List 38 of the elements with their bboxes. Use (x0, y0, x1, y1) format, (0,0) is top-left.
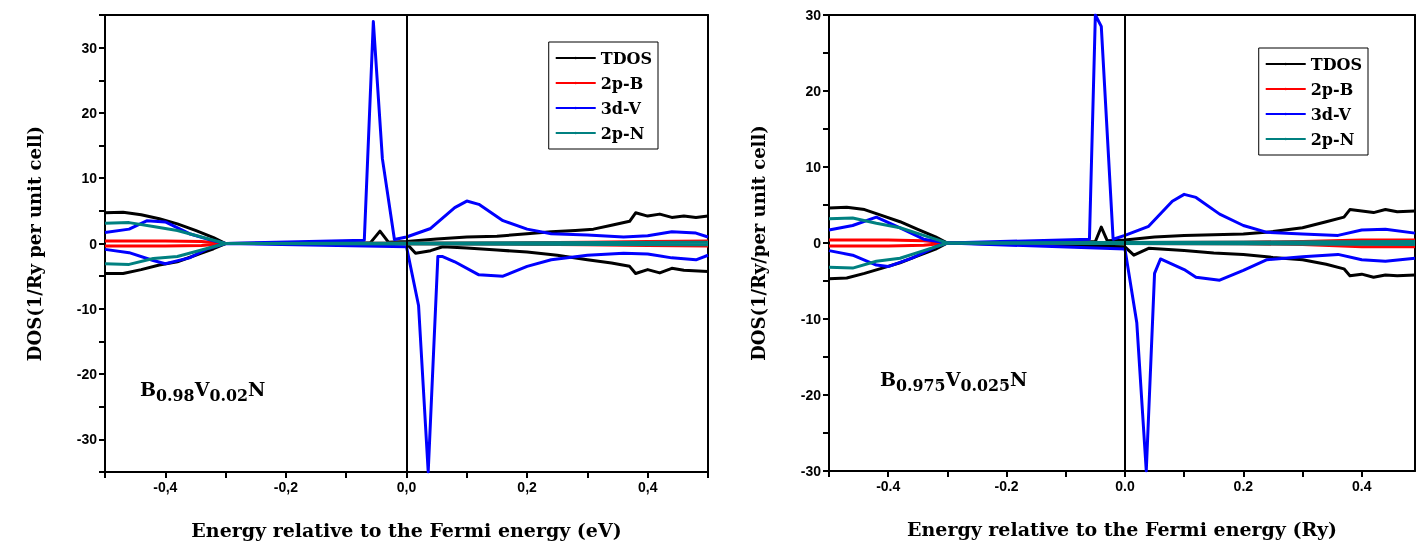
x-tick-label: -0.4 (876, 478, 901, 494)
x-tick-label: 0.0 (1115, 478, 1135, 494)
y-tick-label: 0 (89, 235, 98, 252)
x-axis-title: Energy relative to the Fermi energy (eV) (191, 518, 622, 541)
legend-label: 2p-N (600, 123, 645, 143)
legend-label: 2p-N (1310, 129, 1355, 149)
legend-label: TDOS (1310, 54, 1363, 74)
x-tick-label: 0,0 (396, 479, 417, 495)
x-tick-label: 0.4 (1351, 478, 1372, 494)
y-axis-title: DOS(1/Ry/per unit cell) (747, 125, 769, 361)
annotation: B$_{0.975}$V$_{0.025}$N (880, 368, 1028, 395)
y-tick-label: 0 (813, 235, 822, 251)
y-tick-label: 10 (805, 159, 822, 175)
y-tick-label: 30 (805, 7, 822, 23)
y-tick-label: -30 (800, 463, 822, 479)
legend-label: 3d-V (1310, 104, 1352, 124)
x-axis-title: Energy relative to the Fermi energy (Ry) (907, 517, 1337, 540)
y-tick-label: -20 (76, 366, 98, 383)
x-tick-label: 0.2 (1233, 478, 1254, 494)
x-tick-label: -0,4 (153, 479, 178, 495)
y-tick-label: 20 (81, 104, 98, 121)
annotation: B$_{0.98}$V$_{0.02}$N (140, 378, 266, 405)
y-tick-label: 30 (81, 39, 98, 56)
y-tick-label: -10 (76, 300, 98, 317)
legend-label: 2p-B (600, 73, 644, 93)
x-tick-label: -0,2 (273, 479, 299, 495)
y-axis-title: DOS(1/Ry per unit cell) (23, 125, 45, 362)
x-tick-label: 0,2 (517, 479, 538, 495)
y-tick-label: -30 (76, 431, 98, 448)
legend-label: 3d-V (600, 98, 642, 118)
legend-label: TDOS (600, 48, 653, 68)
y-tick-label: -10 (800, 311, 822, 327)
y-tick-label: -20 (800, 387, 822, 403)
legend-label: 2p-B (1310, 79, 1354, 99)
x-tick-label: -0.2 (994, 478, 1019, 494)
y-tick-label: 10 (81, 170, 98, 187)
y-tick-label: 20 (805, 83, 822, 99)
x-tick-label: 0,4 (637, 479, 658, 495)
